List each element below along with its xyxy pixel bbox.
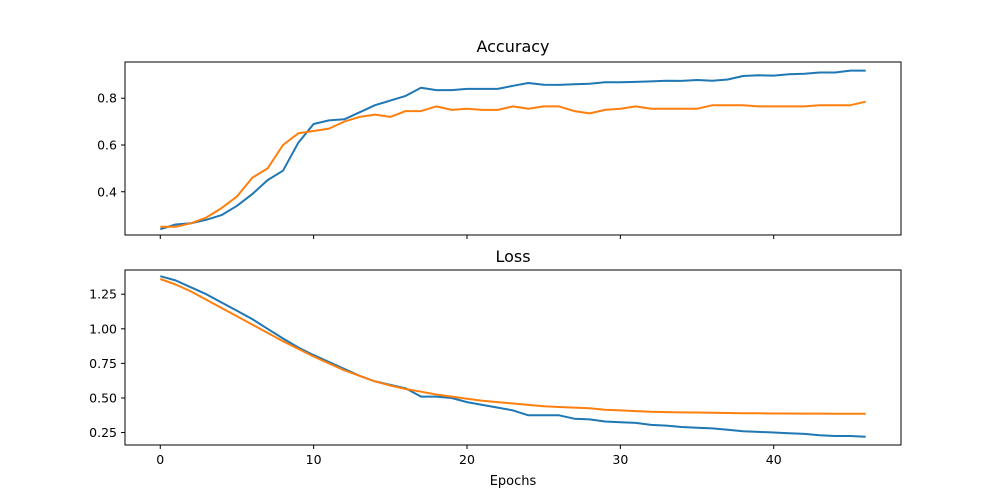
loss-y-tick-label: 0.25 [89,425,117,440]
loss-y-tick-label: 0.75 [89,356,117,371]
accuracy-ticks: 0.4 0.6 0.8 [97,91,775,239]
loss-x-tick-label: 30 [612,452,628,467]
loss-lines [159,275,866,438]
accuracy-title: Accuracy [476,37,549,56]
accuracy-panel: 0.4 0.6 0.8 Accuracy [97,37,902,239]
accuracy-plot-area [124,61,902,236]
loss-x-tick-label: 10 [306,452,322,467]
loss-x-tick-label: 20 [459,452,475,467]
accuracy-lines [160,69,866,231]
loss-y-tick-label: 1.25 [89,287,117,302]
loss-title: Loss [495,247,530,266]
loss-y-tick-label: 0.50 [89,390,117,405]
accuracy-y-tick-label: 0.6 [97,137,117,152]
accuracy-y-tick-label: 0.4 [97,184,117,199]
accuracy-y-tick-label: 0.8 [97,91,117,106]
loss-plot-area [124,269,902,446]
loss-panel: 0 10 20 30 40 0.25 0.50 0.75 1.00 1.25 Loss Epoch… [89,247,902,489]
loss-series-1-line [160,275,866,438]
loss-x-tick-label: 0 [156,452,164,467]
loss-y-tick-label: 1.00 [89,321,117,336]
loss-x-tick-label: 40 [766,452,782,467]
accuracy-series-1-line [160,69,866,231]
loss-series-2-line [159,278,866,415]
accuracy-series-2-line [160,100,866,228]
loss-ticks: 0 10 20 30 40 0.25 0.50 0.75 1.00 1.25 [89,287,782,467]
x-axis-label: Epochs [490,474,537,489]
